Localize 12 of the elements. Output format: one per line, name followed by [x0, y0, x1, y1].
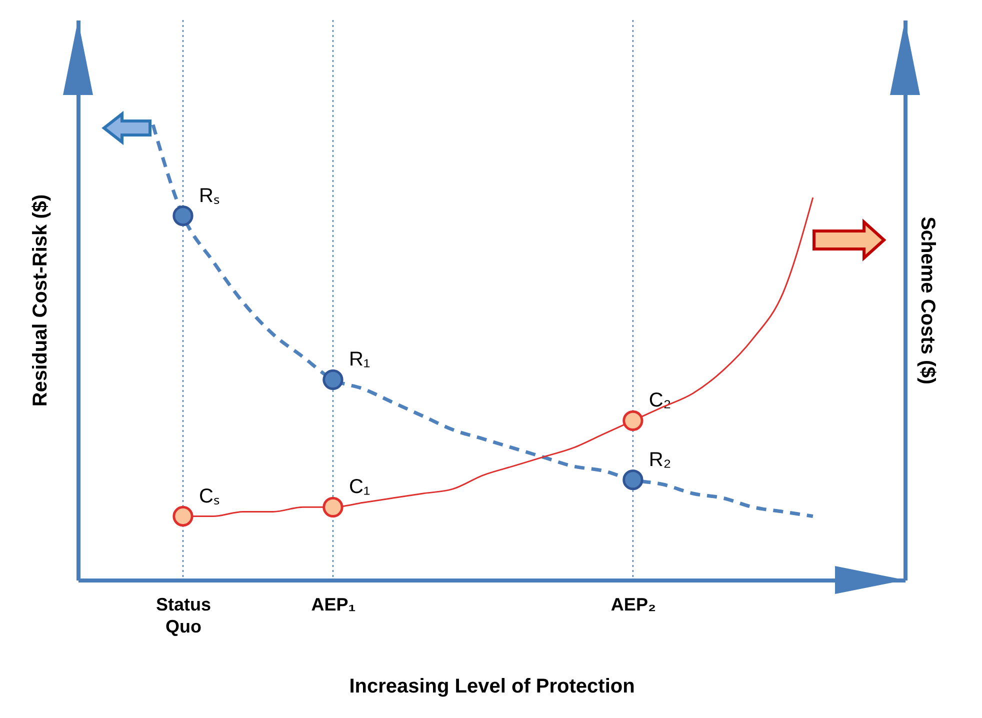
x-tick-label: AEP₁: [311, 594, 356, 614]
annotation: R₂: [648, 448, 672, 471]
annotation: R₁: [348, 348, 370, 371]
annotation: C₂: [648, 390, 672, 412]
y-axis-title: Residual Cost-Risk ($): [30, 194, 52, 407]
annotation: Rₛ: [198, 184, 220, 207]
x-tick-label: AEP₂: [610, 594, 656, 614]
x-tick-label: Status Quo: [156, 594, 211, 636]
annotation: Cₛ: [198, 485, 220, 508]
y2-axis-title: Scheme Costs ($): [916, 216, 938, 384]
x-axis-title: Increasing Level of Protection: [349, 676, 635, 698]
annotation: C₁: [348, 476, 370, 498]
